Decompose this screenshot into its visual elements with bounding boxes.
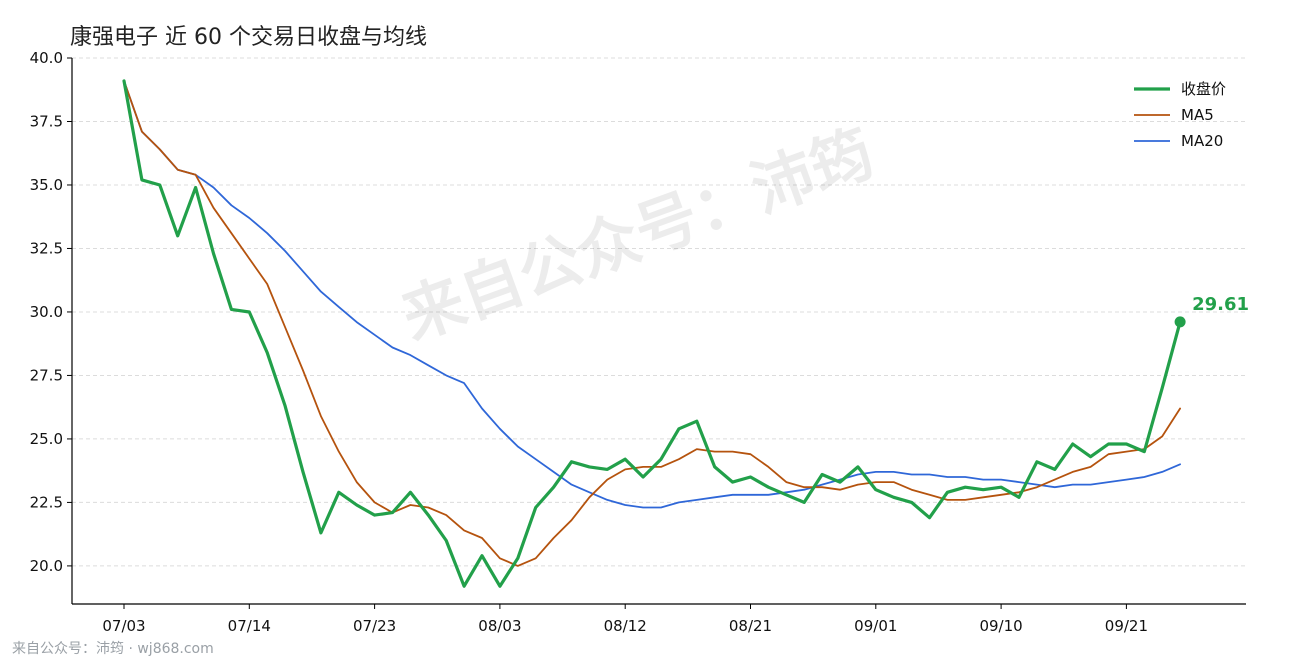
- end-point-marker: [1174, 316, 1186, 328]
- legend-label: MA5: [1181, 106, 1214, 124]
- y-tick-label: 20.0: [30, 557, 63, 575]
- y-tick-label: 30.0: [30, 303, 63, 321]
- x-tick-label: 09/01: [854, 617, 897, 635]
- x-tick-label: 08/03: [478, 617, 521, 635]
- footer-text: 来自公众号：沛筠 · wj868.com: [12, 640, 214, 657]
- end-annotation: 29.61: [1174, 294, 1249, 328]
- x-tick-label: 09/10: [979, 617, 1022, 635]
- legend-label: MA20: [1181, 132, 1223, 150]
- y-tick-label: 37.5: [30, 112, 63, 130]
- y-tick-label: 25.0: [30, 430, 63, 448]
- x-tick-label: 08/12: [604, 617, 647, 635]
- x-tick-label: 08/21: [729, 617, 772, 635]
- y-tick-label: 35.0: [30, 176, 63, 194]
- watermark-text: 来自公众号：沛筠: [392, 116, 883, 354]
- x-tick-label: 09/21: [1105, 617, 1148, 635]
- series-lines: [122, 79, 1182, 588]
- chart-title: 康强电子 近 60 个交易日收盘与均线: [70, 25, 427, 50]
- x-tick-label: 07/03: [102, 617, 145, 635]
- end-point-label: 29.61: [1192, 294, 1249, 315]
- axes: [71, 58, 1246, 605]
- y-tick-label: 22.5: [30, 493, 63, 511]
- series-line-close: [122, 79, 1182, 588]
- x-tick-label: 07/23: [353, 617, 396, 635]
- y-tick-label: 40.0: [30, 49, 63, 67]
- legend-label: 收盘价: [1181, 80, 1226, 98]
- y-tick-label: 27.5: [30, 366, 63, 384]
- y-tick-label: 32.5: [30, 239, 63, 257]
- y-axis-ticks: 20.0 22.5 25.0 27.5 30.0 32.5 35.0 37.5 40.0: [30, 49, 72, 575]
- series-line-ma20: [123, 80, 1181, 509]
- legend: 收盘价 MA5 MA20: [1134, 80, 1226, 150]
- x-axis-ticks: 07/03 07/14 07/23 08/03 08/12 08/21 09/01 09/10…: [102, 604, 1148, 635]
- x-tick-label: 07/14: [228, 617, 271, 635]
